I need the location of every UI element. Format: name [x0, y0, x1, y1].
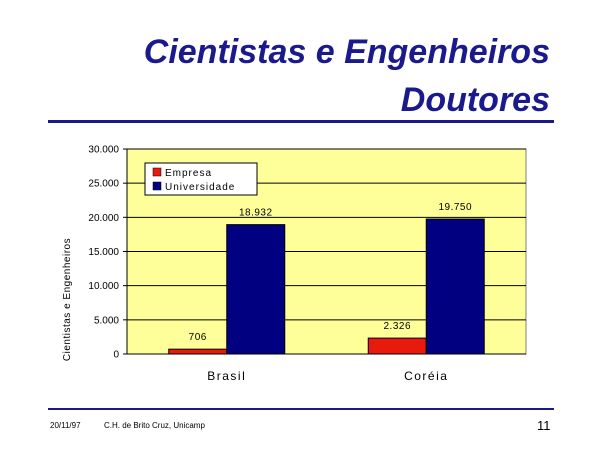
y-tick-label: 25.000: [88, 179, 119, 190]
title-divider: [48, 120, 554, 123]
y-tick-label: 15.000: [88, 247, 119, 258]
y-tick-label: 5.000: [94, 315, 119, 326]
y-ticks: 0 5.000 10.000 15.000 20.000 25.000 30.000: [88, 145, 526, 361]
x-tick-label: Brasil: [207, 369, 246, 383]
slide-title-line1: Cientistas e Engenheiros: [143, 33, 550, 71]
data-label: 18.932: [239, 208, 273, 219]
legend-box: [144, 162, 258, 196]
data-label: 2.326: [383, 321, 411, 332]
legend-label: Universidade: [165, 182, 235, 193]
y-tick-label: 10.000: [88, 281, 119, 292]
footer-credit: C.H. de Brito Cruz, Unicamp: [104, 421, 205, 430]
page-number: 11: [537, 418, 551, 433]
x-categories: Brasil Coréia: [207, 369, 448, 383]
bars: 706 18.932 2.326 19.750: [168, 202, 485, 355]
y-tick-label: 0: [113, 350, 119, 361]
y-tick-label: 20.000: [88, 213, 119, 224]
bar-coréia-empresa: [367, 337, 427, 355]
y-axis-label: Cientistas e Engenheiros: [62, 238, 73, 361]
data-label: 19.750: [438, 202, 472, 213]
footer-date: 20/11/97: [50, 421, 81, 430]
legend-swatch-empresa: [152, 167, 162, 177]
data-label: 706: [189, 332, 207, 343]
bar-brasil-universidade: [226, 224, 286, 355]
slide-title-line2: Doutores: [400, 81, 550, 119]
footer-divider: [48, 408, 554, 410]
legend-swatch-universidade: [152, 181, 162, 191]
bar-brasil-empresa: [168, 348, 228, 355]
bar-coréia-universidade: [425, 218, 485, 355]
legend-label: Empresa: [165, 168, 212, 179]
legend: Empresa Universidade: [144, 162, 258, 196]
y-tick-label: 30.000: [88, 145, 119, 156]
x-tick-label: Coréia: [404, 369, 448, 383]
